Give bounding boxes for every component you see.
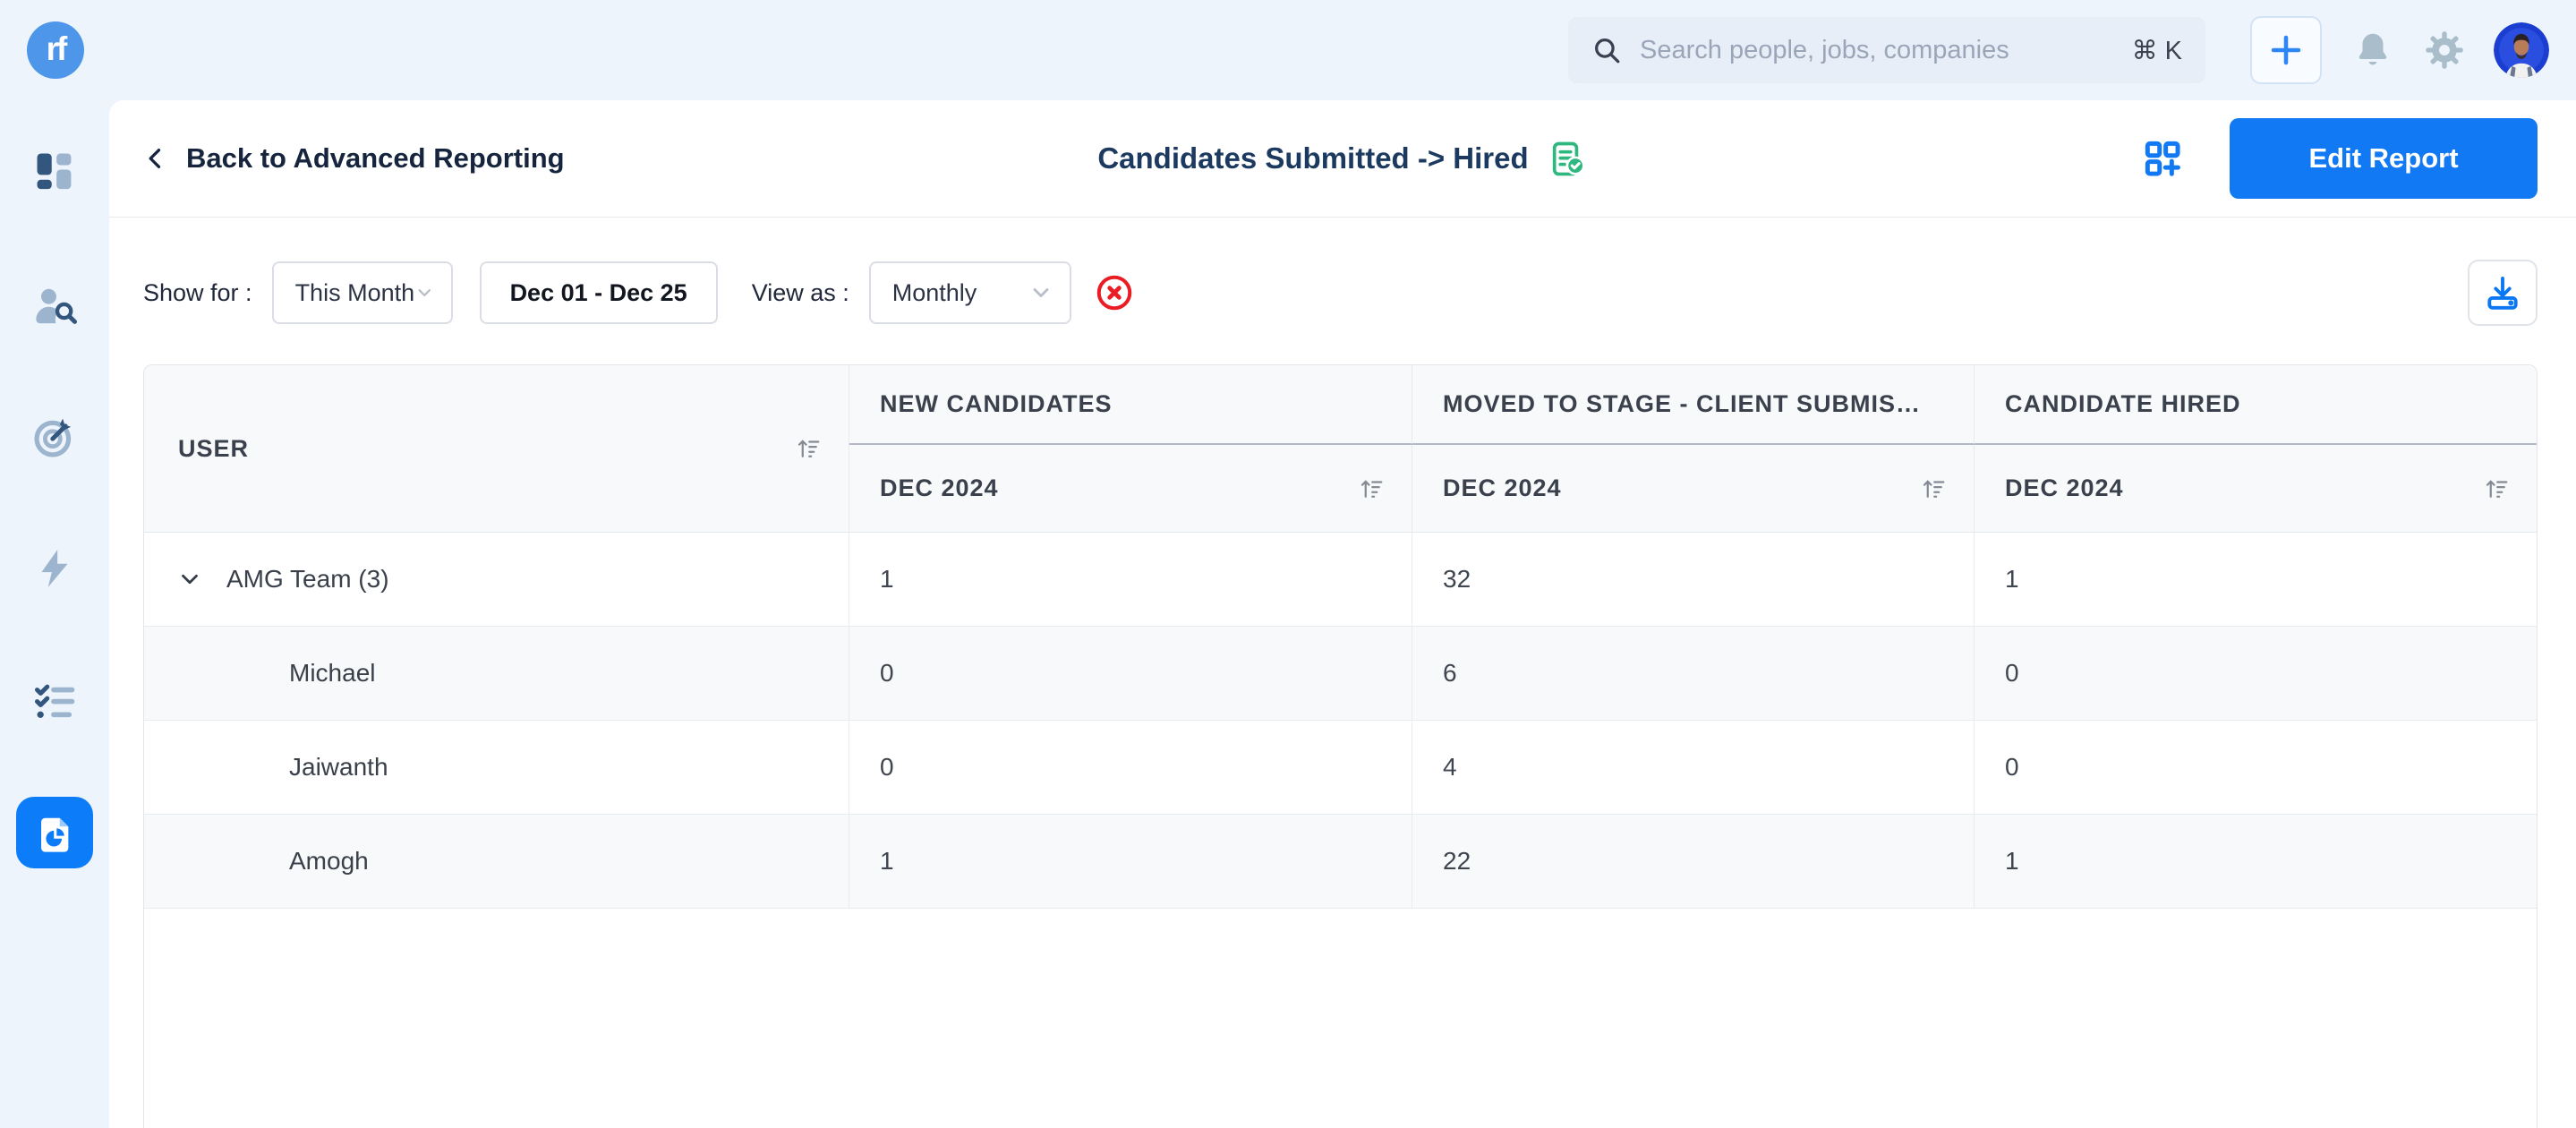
user-name-cell: Michael: [144, 627, 849, 720]
page-header: Back to Advanced Reporting Candidates Su…: [109, 100, 2576, 218]
sidebar-item-goals[interactable]: [26, 408, 83, 466]
sort-new-candidates-icon[interactable]: [1358, 475, 1385, 502]
dashboard-icon: [37, 153, 72, 190]
user-header-label: USER: [178, 434, 250, 462]
back-button[interactable]: Back to Advanced Reporting: [143, 142, 565, 175]
target-icon: [34, 418, 72, 457]
view-mode-select[interactable]: Monthly: [868, 261, 1071, 324]
value-cell: 1: [849, 815, 1412, 908]
value-cell: 1: [2005, 847, 2019, 875]
report-saved-icon: [1553, 141, 1585, 176]
table-row-user: Jaiwanth 0 4 0: [144, 721, 2537, 815]
download-report-button[interactable]: [2468, 260, 2538, 326]
search-icon: [1591, 35, 1622, 65]
view-as-label: View as :: [751, 278, 849, 306]
search-shortcut: ⌘ K: [2131, 36, 2182, 65]
user-avatar[interactable]: [2494, 22, 2549, 78]
header-actions: Edit Report: [2142, 118, 2538, 199]
plus-icon: [2271, 35, 2301, 65]
report-title-wrap: Candidates Submitted -> Hired: [1097, 139, 1587, 178]
sidebar-item-automation[interactable]: [26, 540, 83, 597]
sort-user-icon[interactable]: [795, 435, 822, 462]
clear-filter-button[interactable]: [1095, 273, 1134, 312]
topbar-right: ⌘ K: [1568, 0, 2549, 100]
gear-icon: [2426, 31, 2463, 69]
back-label: Back to Advanced Reporting: [186, 142, 565, 174]
table-header: USER NEW CANDIDATES MOVED TO STAGE - CLI…: [144, 365, 2537, 533]
view-mode-value: Monthly: [891, 278, 977, 306]
sort-candidate-hired-icon[interactable]: [2483, 475, 2510, 502]
lightning-bolt-icon: [41, 550, 68, 587]
period-value: This Month: [294, 278, 415, 306]
table-row-team: AMG Team (3) 1 32 1: [144, 533, 2537, 627]
value-cell: 0: [2005, 753, 2019, 781]
sidebar: [0, 100, 109, 1128]
main-content: Back to Advanced Reporting Candidates Su…: [109, 100, 2576, 1128]
column-group-candidate-hired: CANDIDATE HIRED: [1975, 365, 2537, 445]
chevron-down-icon: [1033, 288, 1049, 297]
date-range-input[interactable]: Dec 01 - Dec 25: [479, 261, 718, 324]
value-cell: 1: [849, 533, 1412, 626]
settings-button[interactable]: [2424, 30, 2465, 71]
value-cell: 4: [1412, 721, 1975, 814]
search-input[interactable]: [1640, 35, 2132, 65]
dashboard-customize-icon: [2145, 141, 2180, 176]
value-cell: 0: [2005, 659, 2019, 687]
value-cell: 22: [1412, 815, 1975, 908]
quick-add-button[interactable]: [2250, 16, 2322, 84]
subheader-dec-2024: DEC 2024: [849, 445, 1412, 532]
app-logo[interactable]: rf: [27, 21, 84, 79]
period-select[interactable]: This Month: [271, 261, 453, 324]
user-name-cell: Amogh: [144, 815, 849, 908]
table-row-user: Amogh 1 22 1: [144, 815, 2537, 909]
people-search-icon: [36, 288, 78, 324]
value-cell: 0: [849, 627, 1412, 720]
sort-moved-to-stage-icon[interactable]: [1920, 475, 1947, 502]
table-row-user: Michael 0 6 0: [144, 627, 2537, 721]
team-name-cell: AMG Team (3): [144, 533, 849, 626]
clear-circle-x-icon: [1096, 275, 1131, 311]
topbar: rf ⌘ K: [0, 0, 2576, 100]
show-for-label: Show for :: [143, 278, 252, 306]
value-cell: 1: [2005, 565, 2019, 593]
download-icon: [2487, 276, 2518, 310]
add-widget-button[interactable]: [2142, 138, 2183, 179]
collapse-chevron-icon[interactable]: [176, 566, 203, 593]
value-cell: 0: [849, 721, 1412, 814]
checklist-icon: [35, 684, 75, 718]
column-group-new-candidates: NEW CANDIDATES: [849, 365, 1412, 445]
value-cell: 6: [1412, 627, 1975, 720]
report-table: USER NEW CANDIDATES MOVED TO STAGE - CLI…: [143, 364, 2538, 1128]
value-cell: 32: [1412, 533, 1975, 626]
chevron-down-icon: [418, 289, 431, 296]
column-header-user: USER: [144, 365, 849, 532]
edit-report-button[interactable]: Edit Report: [2230, 118, 2538, 199]
sidebar-item-people-search[interactable]: [26, 277, 83, 334]
filter-bar: Show for : This Month Dec 01 - Dec 25 Vi…: [109, 260, 2576, 326]
global-search[interactable]: ⌘ K: [1568, 17, 2205, 83]
report-title: Candidates Submitted -> Hired: [1097, 141, 1529, 175]
user-name-cell: Jaiwanth: [144, 721, 849, 814]
sidebar-item-tasks[interactable]: [26, 673, 83, 731]
bell-icon: [2358, 33, 2387, 65]
date-range-value: Dec 01 - Dec 25: [509, 278, 687, 306]
column-group-moved-to-stage: MOVED TO STAGE - CLIENT SUBMIS…: [1412, 365, 1975, 445]
subheader-dec-2024: DEC 2024: [1975, 445, 2537, 532]
subheader-dec-2024: DEC 2024: [1412, 445, 1975, 532]
report-document-icon: [41, 817, 69, 852]
notifications-button[interactable]: [2352, 30, 2393, 71]
sidebar-item-dashboard[interactable]: [26, 142, 83, 200]
chevron-left-icon: [149, 149, 161, 168]
sidebar-item-reports[interactable]: [16, 797, 93, 868]
